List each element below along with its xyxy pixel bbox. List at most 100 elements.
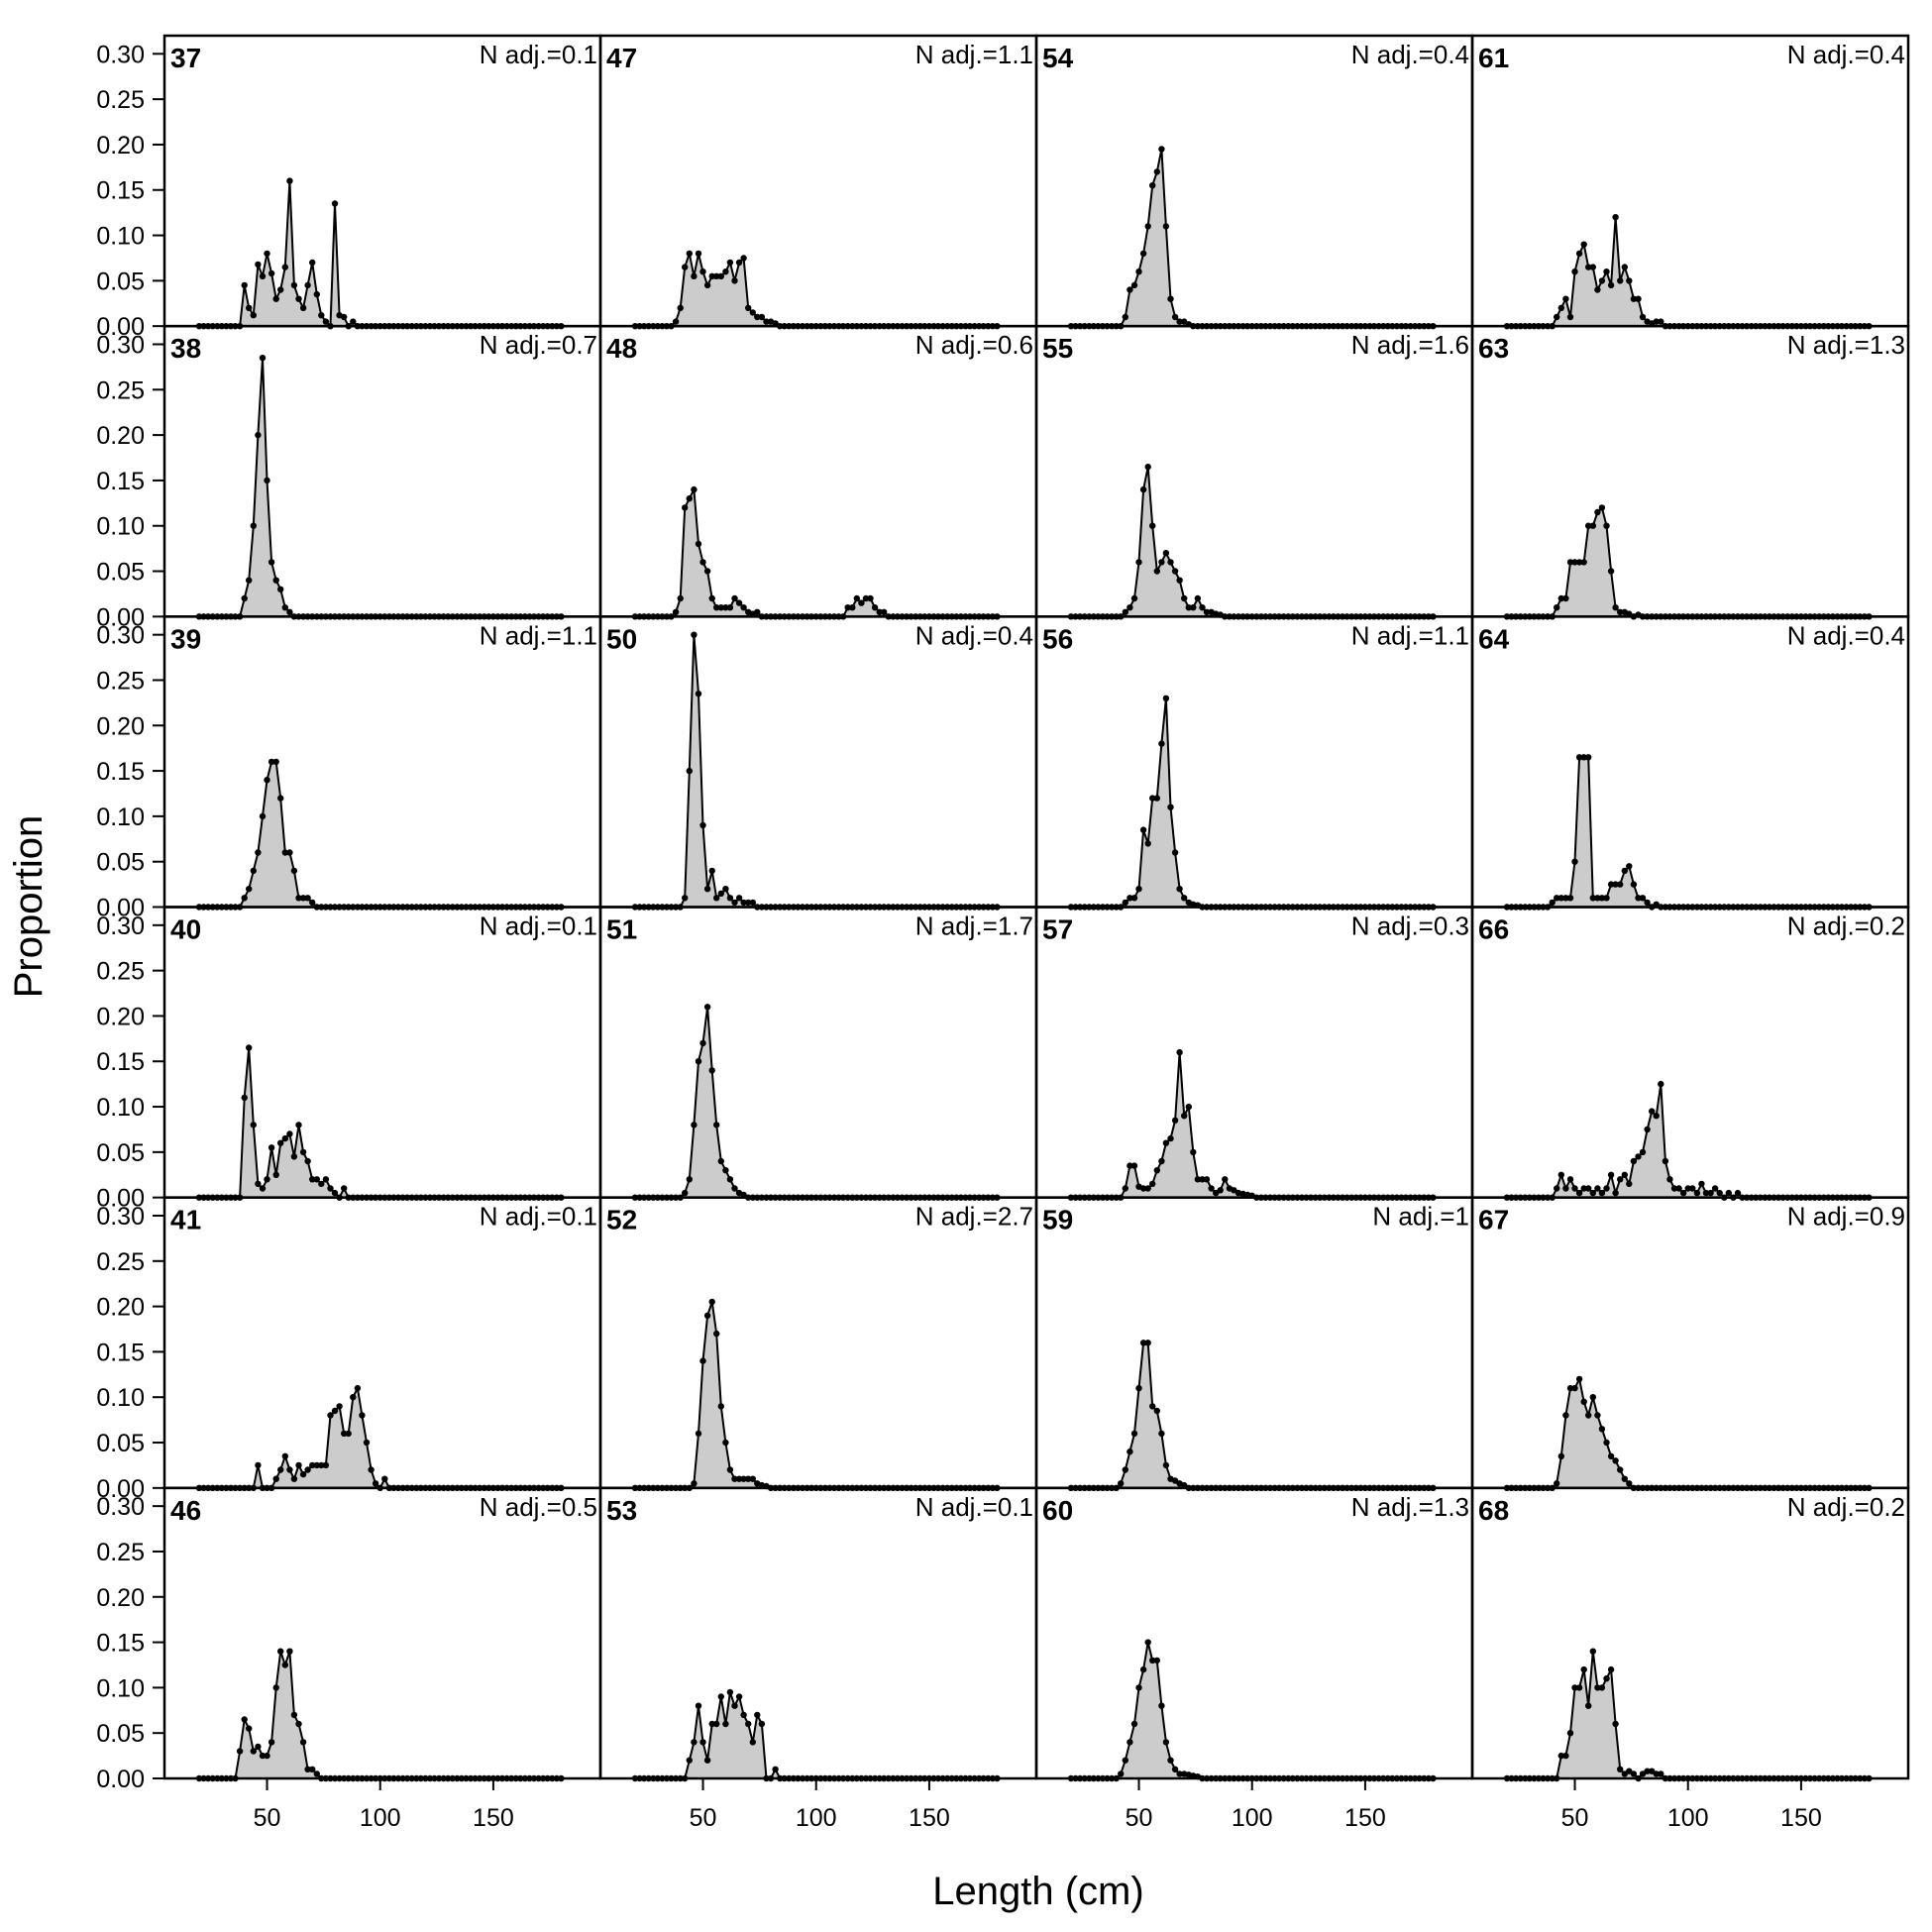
data-point [1603,522,1610,529]
area-fill-59 [1071,1342,1434,1488]
data-point [686,495,693,502]
data-point [1181,594,1188,602]
data-point [853,594,860,602]
n-adj-label-52: N adj.=2.7 [915,1202,1033,1232]
data-point [1594,508,1601,516]
y-tick-label: 0.15 [96,177,145,205]
data-point [1617,277,1624,284]
data-point [1566,313,1574,321]
data-point [1666,1176,1673,1183]
y-tick-label: 0.10 [96,1674,145,1702]
data-point [1149,795,1156,802]
y-tick-label: 0.20 [96,422,145,450]
data-point [691,1480,698,1487]
panel-label-46: 46 [170,1495,201,1526]
data-point [722,886,729,893]
data-point [713,272,720,279]
y-tick-label: 0.20 [96,132,145,160]
y-tick-label: 0.30 [96,622,145,650]
data-point [295,895,302,902]
data-point [1612,1457,1619,1464]
data-point [1554,604,1560,611]
panel-label-68: 68 [1478,1495,1509,1526]
data-point [1580,1665,1587,1673]
data-point [272,1475,279,1482]
data-point [1653,1113,1660,1120]
data-point [1617,608,1624,615]
data-point [281,1662,288,1668]
data-point [686,767,693,775]
data-point [695,540,702,548]
data-point [1167,295,1174,302]
data-point [1549,899,1556,907]
data-point [713,895,720,902]
y-tick-label: 0.25 [96,667,145,695]
data-point [691,631,698,638]
data-point [735,895,743,902]
data-point [1644,1768,1651,1774]
area-fill-54 [1071,149,1434,327]
data-point [1562,1412,1569,1419]
data-point [1167,1757,1174,1764]
n-adj-label-59: N adj.=1 [1372,1202,1469,1232]
data-point [295,1122,302,1128]
data-point [708,867,715,875]
data-point [255,1743,262,1751]
data-point [1575,559,1583,566]
data-point [1153,168,1161,175]
data-point [1153,1657,1161,1664]
data-point [708,1067,715,1074]
y-tick-label: 0.05 [96,268,145,295]
data-point [754,608,761,615]
data-point [1580,1398,1587,1406]
data-point [1702,1189,1710,1197]
data-point [1603,1185,1610,1192]
x-tick-label: 150 [1780,1804,1822,1832]
data-point [717,890,724,897]
data-point [722,268,729,275]
data-point [1635,895,1642,902]
data-point [1149,1657,1156,1664]
data-point [1217,1187,1224,1194]
data-point [1598,277,1606,284]
data-point [281,604,288,611]
data-point [246,1044,253,1051]
data-point [1557,304,1565,311]
n-adj-label-46: N adj.=0.5 [480,1492,597,1522]
data-point [1118,1771,1125,1777]
data-point [277,286,284,293]
y-tick-label: 0.05 [96,1139,145,1167]
data-point [241,281,248,289]
data-point [1594,895,1601,902]
data-point [745,899,752,907]
data-point [735,1475,743,1482]
data-point [1181,895,1188,902]
data-point [1639,313,1647,321]
data-point [309,1766,316,1773]
area-fill-46 [199,1651,562,1778]
x-tick-label: 50 [1561,1804,1589,1832]
data-point [331,1189,339,1197]
data-point [1734,1189,1742,1197]
data-point [1167,559,1174,566]
data-point [354,1384,362,1392]
data-point [277,1139,284,1146]
panel-label-38: 38 [170,333,201,364]
y-tick-label: 0.10 [96,804,145,831]
data-point [703,281,711,289]
data-point [1171,849,1179,856]
data-point [1621,867,1629,875]
panel-label-37: 37 [170,43,201,73]
data-point [682,895,689,902]
data-point [1670,1185,1678,1192]
data-point [1626,1480,1633,1487]
data-point [1562,895,1569,902]
data-point [1621,264,1629,270]
data-point [272,1684,279,1691]
data-point [1644,899,1651,907]
n-adj-label-41: N adj.=0.1 [480,1202,597,1232]
data-point [1562,1185,1569,1192]
data-point [1612,604,1619,611]
y-tick-label: 0.15 [96,758,145,786]
panel-56: 56 N adj.=1.1 [1042,620,1469,911]
